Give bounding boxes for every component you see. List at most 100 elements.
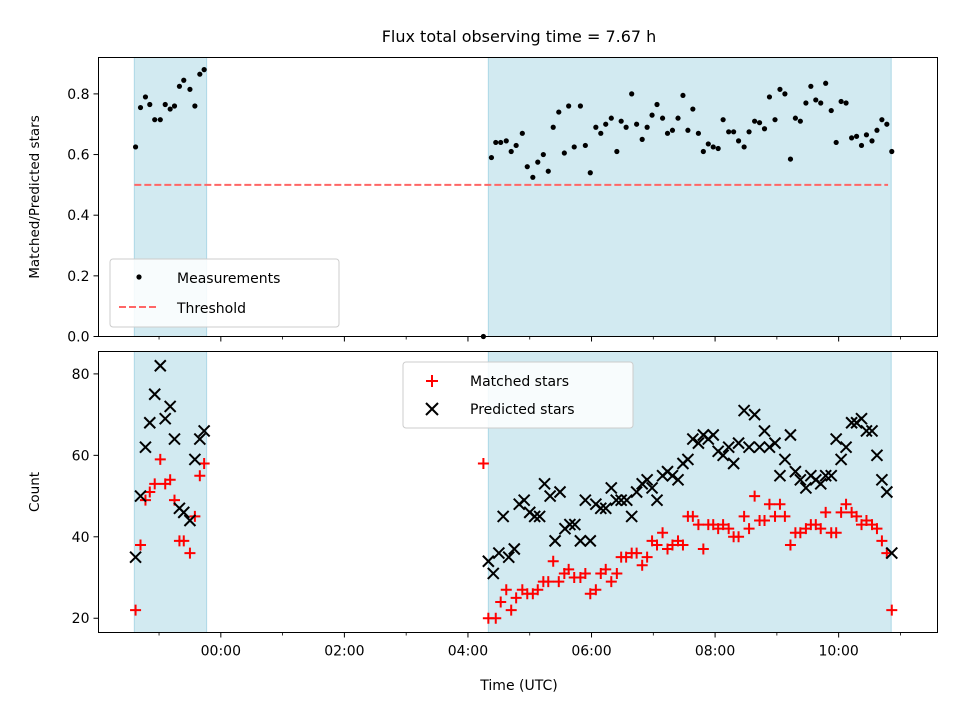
predicted-star-point-84 xyxy=(834,453,848,466)
top-plot-frame xyxy=(98,57,938,337)
predicted-star-point-85 xyxy=(839,440,853,454)
matched-star-point-5 xyxy=(154,453,166,465)
predicted-star-point-90 xyxy=(865,424,879,438)
measurement-point-71 xyxy=(772,117,778,123)
matched-star-point-66 xyxy=(743,523,755,535)
predicted-star-point-34 xyxy=(579,493,592,507)
measurement-point-27 xyxy=(545,168,551,174)
predicted-star-point-25 xyxy=(533,510,546,523)
predicted-star-point-62 xyxy=(722,440,735,454)
measurement-point-42 xyxy=(623,124,629,130)
measurement-point-13 xyxy=(197,71,203,77)
matched-stars-series xyxy=(130,453,898,624)
predicted-star-point-92 xyxy=(875,473,889,486)
predicted-star-point-44 xyxy=(630,485,643,499)
measurement-point-6 xyxy=(162,101,168,108)
predicted-star-point-52 xyxy=(671,473,685,486)
matched-star-point-74 xyxy=(784,539,796,551)
matched-star-point-94 xyxy=(886,604,898,616)
predicted-star-point-40 xyxy=(610,493,623,507)
bottom-legend: Matched stars Predicted stars xyxy=(402,361,634,429)
legend-measurements: Measurements xyxy=(177,271,280,287)
x-tick-label-0: 00:00 xyxy=(201,644,241,660)
x-axis-label: Time (UTC) xyxy=(479,678,557,694)
predicted-star-point-38 xyxy=(599,502,612,515)
matched-star-point-31 xyxy=(563,563,575,575)
measurement-point-50 xyxy=(664,130,671,136)
predicted-star-point-48 xyxy=(650,493,664,507)
matched-star-point-72 xyxy=(774,498,786,510)
matched-star-point-15 xyxy=(477,457,489,469)
measurement-point-70 xyxy=(766,94,773,100)
measurement-point-2 xyxy=(142,94,149,100)
predicted-star-point-4 xyxy=(148,388,161,401)
bottom-x-axis: 00:00 02:00 04:00 06:00 08:00 10:00 xyxy=(158,632,901,660)
top-y-tick-label-3: 0.6 xyxy=(67,148,89,164)
matched-star-point-81 xyxy=(820,506,832,518)
top-y-axis-label: Matched/Predicted stars xyxy=(27,115,43,278)
predicted-star-point-75 xyxy=(789,465,802,478)
measurement-point-0 xyxy=(132,144,139,150)
matched-star-point-34 xyxy=(579,567,591,579)
matched-star-point-1 xyxy=(135,539,147,551)
predicted-star-point-42 xyxy=(620,493,633,507)
predicted-star-point-14 xyxy=(197,424,211,438)
measurement-point-20 xyxy=(508,148,514,155)
predicted-star-point-83 xyxy=(829,432,843,446)
predicted-star-point-3 xyxy=(143,416,156,429)
bottom-plot-frame xyxy=(98,351,938,633)
predicted-star-point-86 xyxy=(845,416,858,429)
matched-star-point-92 xyxy=(876,535,888,547)
matched-star-point-7 xyxy=(164,474,176,486)
measurement-point-48 xyxy=(654,101,660,108)
measurement-point-68 xyxy=(756,120,763,126)
measurement-point-67 xyxy=(752,118,758,124)
top-y-tick-label-0: 0.0 xyxy=(67,330,89,346)
matched-star-point-11 xyxy=(184,547,196,559)
measurement-point-36 xyxy=(593,124,599,130)
measurement-point-22 xyxy=(519,130,525,136)
predicted-star-point-80 xyxy=(814,477,827,491)
measurement-point-75 xyxy=(792,115,799,121)
x-tick-label-3: 06:00 xyxy=(571,644,611,660)
predicted-star-point-61 xyxy=(716,449,730,462)
predicted-star-point-56 xyxy=(692,436,705,450)
measurement-point-5 xyxy=(157,117,163,123)
predicted-star-point-70 xyxy=(763,440,776,454)
measurement-point-66 xyxy=(746,129,752,135)
matched-star-point-57 xyxy=(697,543,709,555)
predicted-star-point-24 xyxy=(528,510,541,523)
measurement-point-23 xyxy=(524,164,530,170)
predicted-star-point-19 xyxy=(502,550,515,564)
measurement-point-12 xyxy=(192,103,198,109)
predicted-star-point-73 xyxy=(778,453,792,466)
matched-star-point-71 xyxy=(769,510,781,522)
predicted-star-point-35 xyxy=(584,534,597,548)
measurement-point-54 xyxy=(685,127,691,133)
predicted-star-point-72 xyxy=(773,469,787,482)
measurement-point-10 xyxy=(181,77,187,83)
measurement-point-62 xyxy=(726,129,732,135)
matched-star-point-84 xyxy=(835,506,847,518)
measurement-point-91 xyxy=(874,127,880,133)
bottom-y-axis-label: Count xyxy=(27,472,43,512)
matched-star-point-10 xyxy=(178,535,190,547)
measurement-point-85 xyxy=(843,100,849,106)
measurement-point-29 xyxy=(556,109,562,115)
matched-star-point-80 xyxy=(815,523,827,535)
predicted-star-point-55 xyxy=(686,432,700,446)
measurement-point-86 xyxy=(849,135,855,141)
predicted-star-point-15 xyxy=(482,555,495,568)
matched-star-point-4 xyxy=(149,478,161,490)
predicted-star-point-33 xyxy=(574,534,587,548)
measurement-point-9 xyxy=(176,83,183,89)
measurement-point-26 xyxy=(540,151,546,158)
top-shaded-interval-1 xyxy=(487,57,892,337)
matched-star-point-85 xyxy=(840,498,852,510)
matched-star-point-64 xyxy=(733,531,745,543)
predicted-star-point-77 xyxy=(799,481,813,495)
measurement-point-32 xyxy=(571,144,577,150)
top-x-ticks xyxy=(158,336,901,342)
measurement-point-28 xyxy=(550,124,556,130)
